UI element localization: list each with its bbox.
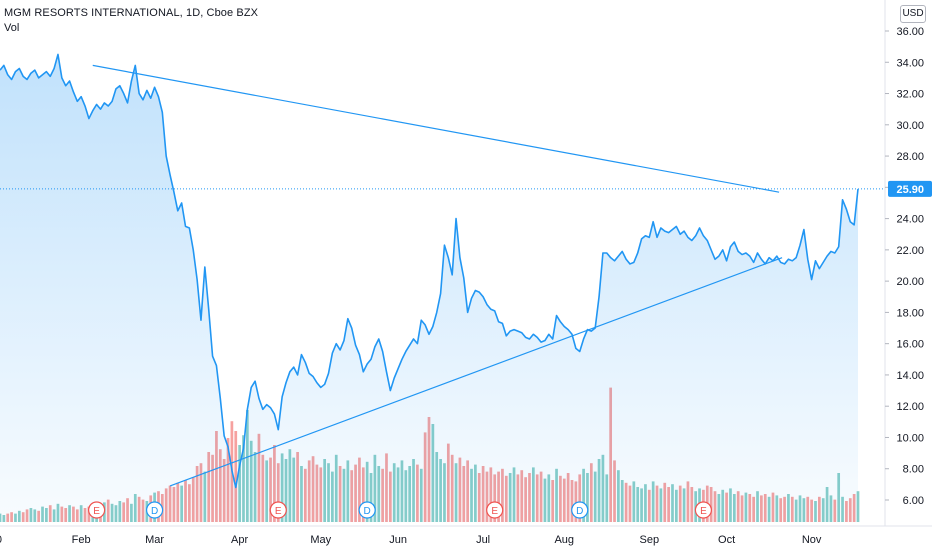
earnings-event-marker[interactable]: E [694, 501, 713, 519]
earnings-marker-label: E [275, 506, 282, 517]
x-tick-label: May [310, 534, 331, 546]
dividend-event-marker[interactable]: D [145, 501, 164, 519]
y-tick-label: 12.00 [896, 401, 924, 413]
trendline-2 [169, 257, 783, 487]
dividend-marker-label: D [151, 506, 158, 517]
y-tick-label: 22.00 [896, 245, 924, 257]
y-tick-label: 10.00 [896, 432, 924, 444]
earnings-event-marker[interactable]: E [88, 501, 106, 519]
dividend-marker-circle [358, 501, 376, 519]
y-tick-label: 16.00 [896, 339, 924, 351]
y-tick-label: 6.00 [903, 495, 924, 507]
last-price-label: 25.90 [896, 184, 924, 196]
x-tick-label: Feb [72, 534, 91, 546]
dividend-marker-circle [145, 501, 164, 519]
trendline-layer [92, 64, 783, 487]
volume-bar [234, 431, 238, 522]
last-price-badge [888, 180, 932, 197]
y-tick-label: 28.00 [896, 151, 924, 163]
y-tick-label: 14.00 [896, 370, 924, 382]
earnings-marker-circle [486, 501, 504, 519]
x-tick-label: 2020 [0, 534, 2, 546]
y-tick-label: 20.00 [896, 276, 924, 288]
earnings-marker-label: E [700, 506, 707, 517]
dividend-event-marker[interactable]: D [571, 501, 589, 519]
area-layer [0, 53, 885, 522]
earnings-event-marker[interactable]: E [486, 501, 504, 519]
y-tick-label: 36.00 [896, 26, 924, 38]
dividend-marker-label: D [576, 506, 583, 517]
earnings-marker-circle [694, 501, 713, 519]
x-tick-label: Sep [640, 534, 660, 546]
earnings-marker-circle [88, 501, 106, 519]
price-area [0, 54, 858, 522]
earnings-marker-label: E [491, 506, 498, 517]
chart-legend: MGM RESORTS INTERNATIONAL, 1D, Cboe BZX … [4, 6, 258, 36]
dividend-event-marker[interactable]: D [358, 501, 376, 519]
y-tick-label: 8.00 [903, 464, 924, 476]
y-tick-label: 18.00 [896, 307, 924, 319]
x-tick-label: Mar [145, 534, 164, 546]
earnings-marker-label: E [93, 506, 100, 517]
dividend-marker-label: D [364, 506, 371, 517]
x-tick-label: Nov [802, 534, 822, 546]
dividend-marker-circle [571, 501, 589, 519]
symbol-title: MGM RESORTS INTERNATIONAL, 1D, Cboe BZX [4, 7, 259, 19]
x-tick-label: Jun [389, 534, 407, 546]
x-tick-label: Jul [476, 534, 490, 546]
currency-button[interactable]: USD [900, 5, 926, 23]
trendline-1 [92, 64, 780, 193]
x-tick-label: Oct [718, 534, 735, 546]
y-tick-label: 30.00 [896, 120, 924, 132]
y-tick-label: 24.00 [896, 214, 924, 226]
y-tick-label: 32.00 [896, 89, 924, 101]
x-tick-label: Apr [231, 534, 248, 546]
volume-label: Vol [4, 22, 20, 34]
earnings-event-marker[interactable]: E [269, 501, 287, 519]
x-tick-label: Aug [554, 534, 574, 546]
earnings-marker-circle [269, 501, 287, 519]
price-line [0, 53, 859, 489]
y-tick-label: 34.00 [896, 57, 924, 69]
